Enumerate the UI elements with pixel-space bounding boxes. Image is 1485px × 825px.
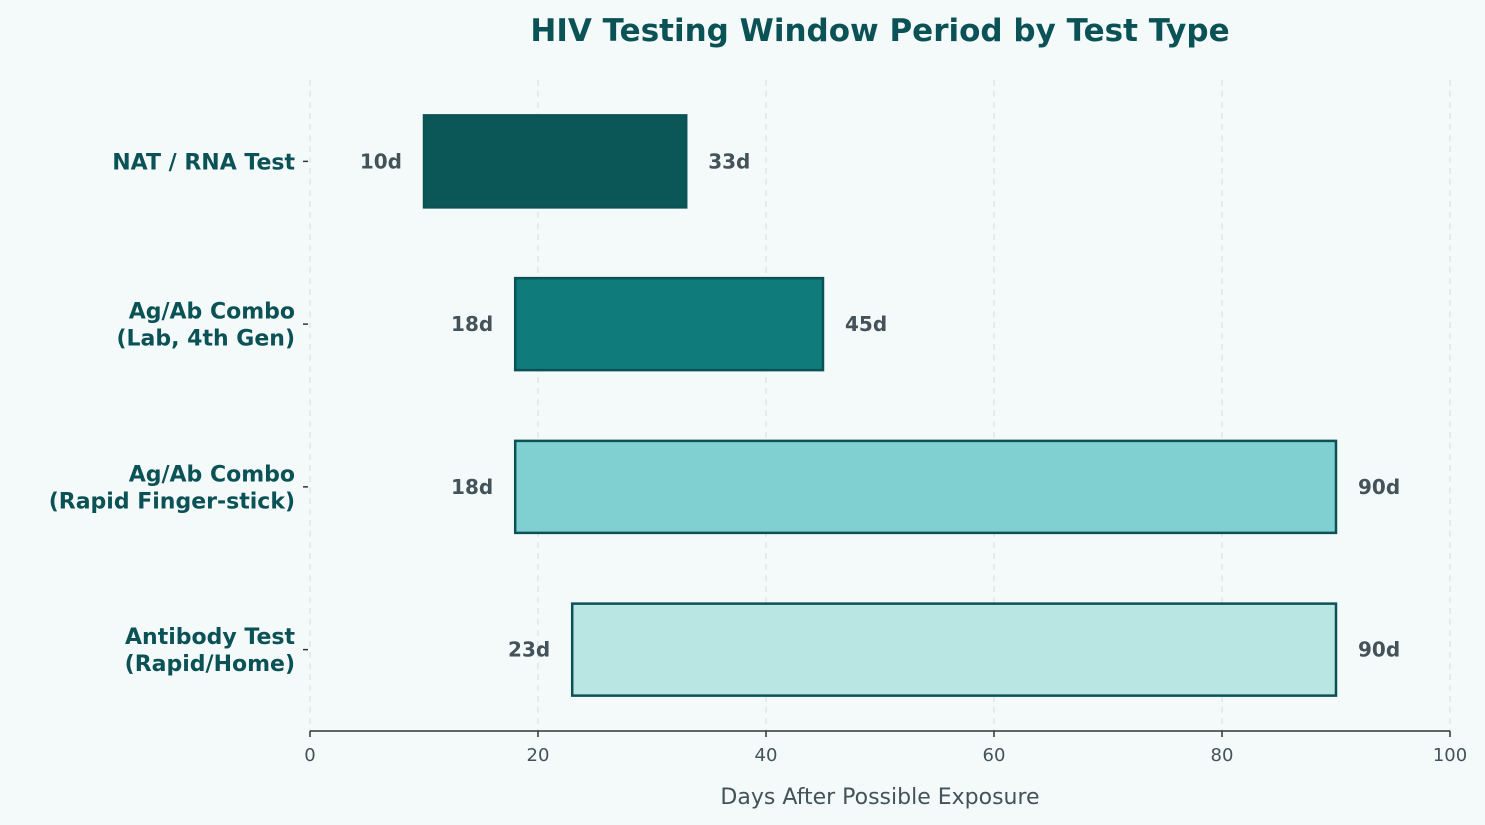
x-tick-label: 60 bbox=[983, 745, 1006, 766]
category-label-line: (Rapid/Home) bbox=[125, 652, 295, 677]
bar-start-label: 23d bbox=[508, 638, 550, 662]
category-label-line: NAT / RNA Test bbox=[112, 150, 295, 175]
category-label: Ag/Ab Combo (Lab, 4th Gen) bbox=[116, 300, 295, 352]
category-label: Ag/Ab Combo (Rapid Finger-stick) bbox=[49, 462, 295, 514]
value-labels: 10d 33d 18d 45d 18d 90d 23d 90d bbox=[360, 149, 1400, 661]
bar-end-label: 33d bbox=[708, 149, 750, 173]
bar-start-label: 10d bbox=[360, 149, 402, 173]
category-label-line: Antibody Test bbox=[125, 625, 295, 650]
x-tick-label: 100 bbox=[1433, 745, 1467, 766]
bar-end-label: 90d bbox=[1358, 638, 1400, 662]
bar-end-label: 90d bbox=[1358, 475, 1400, 499]
bar bbox=[513, 439, 1338, 535]
x-tick-label: 20 bbox=[527, 745, 550, 766]
x-tick-label: 80 bbox=[1211, 745, 1234, 766]
category-label-line: Ag/Ab Combo bbox=[129, 462, 295, 487]
category-label-line: (Rapid Finger-stick) bbox=[49, 489, 295, 514]
bar-start-label: 18d bbox=[451, 312, 493, 336]
x-tick-label: 0 bbox=[304, 745, 315, 766]
bar-end-label: 45d bbox=[845, 312, 887, 336]
bar-start-label: 18d bbox=[451, 475, 493, 499]
bar bbox=[513, 276, 825, 372]
bars bbox=[422, 114, 1338, 697]
bar bbox=[570, 602, 1338, 697]
category-label-line: Ag/Ab Combo bbox=[129, 300, 295, 325]
chart-title: HIV Testing Window Period by Test Type bbox=[530, 13, 1229, 49]
x-axis: 0 20 40 60 80 100 bbox=[304, 730, 1467, 766]
category-label: Antibody Test (Rapid/Home) bbox=[125, 625, 296, 677]
category-label-line: (Lab, 4th Gen) bbox=[116, 327, 295, 352]
x-axis-title: Days After Possible Exposure bbox=[720, 785, 1039, 810]
bar bbox=[422, 114, 688, 209]
x-tick-label: 40 bbox=[755, 745, 778, 766]
category-label: NAT / RNA Test bbox=[112, 150, 295, 175]
